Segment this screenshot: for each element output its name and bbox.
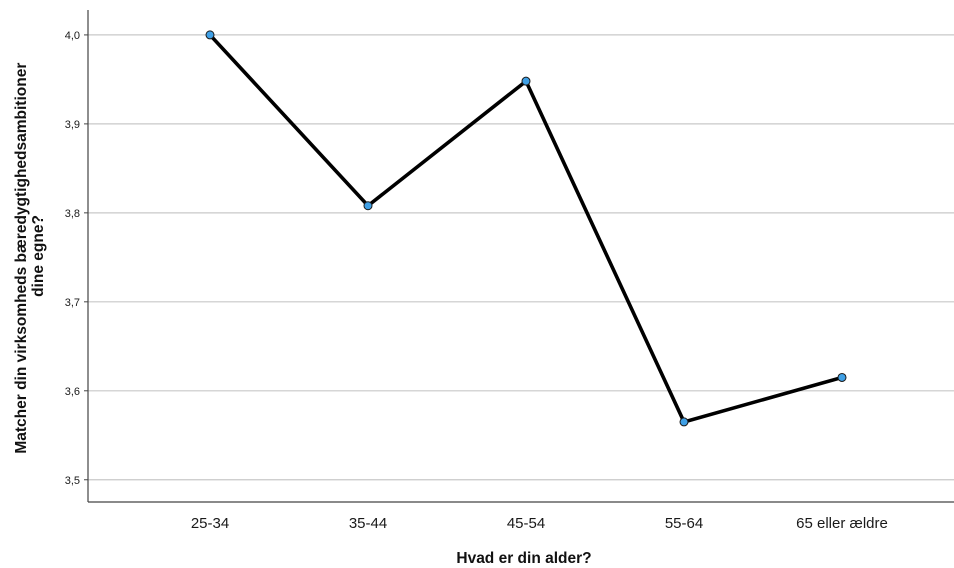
data-point [837, 372, 847, 382]
x-tick-labels: 25-34 35-44 45-54 55-64 65 eller ældre [191, 515, 888, 532]
data-point [521, 76, 531, 86]
x-axis-title: Hvad er din alder? [456, 550, 591, 567]
y-tick-label: 3,7 [65, 297, 80, 309]
x-tick-label: 65 eller ældre [796, 515, 888, 532]
x-tick-label: 25-34 [191, 515, 229, 532]
y-axis-title: Matcher din virksomheds bæredygtighedsam… [13, 58, 47, 453]
x-tick-label: 35-44 [349, 515, 387, 532]
data-point [679, 417, 689, 427]
y-axis-title-line-2: dine egne? [30, 215, 47, 297]
y-tick-label: 3,9 [65, 119, 80, 131]
x-tick-label: 45-54 [507, 515, 545, 532]
y-tick-label: 3,8 [65, 208, 80, 220]
series-layer [205, 30, 847, 427]
axes [87, 10, 954, 503]
y-axis-title-line-1: Matcher din virksomheds bæredygtighedsam… [13, 63, 30, 454]
y-tick-label: 3,6 [65, 386, 80, 398]
x-tick-label: 55-64 [665, 515, 703, 532]
y-tick-labels: 3,5 3,6 3,7 3,8 3,9 4,0 [65, 30, 88, 487]
series-line [208, 33, 843, 425]
y-tick-label: 3,5 [65, 475, 80, 487]
y-tick-label: 4,0 [65, 30, 80, 42]
gridlines [88, 34, 954, 481]
data-point [205, 30, 215, 40]
data-point [363, 201, 373, 211]
